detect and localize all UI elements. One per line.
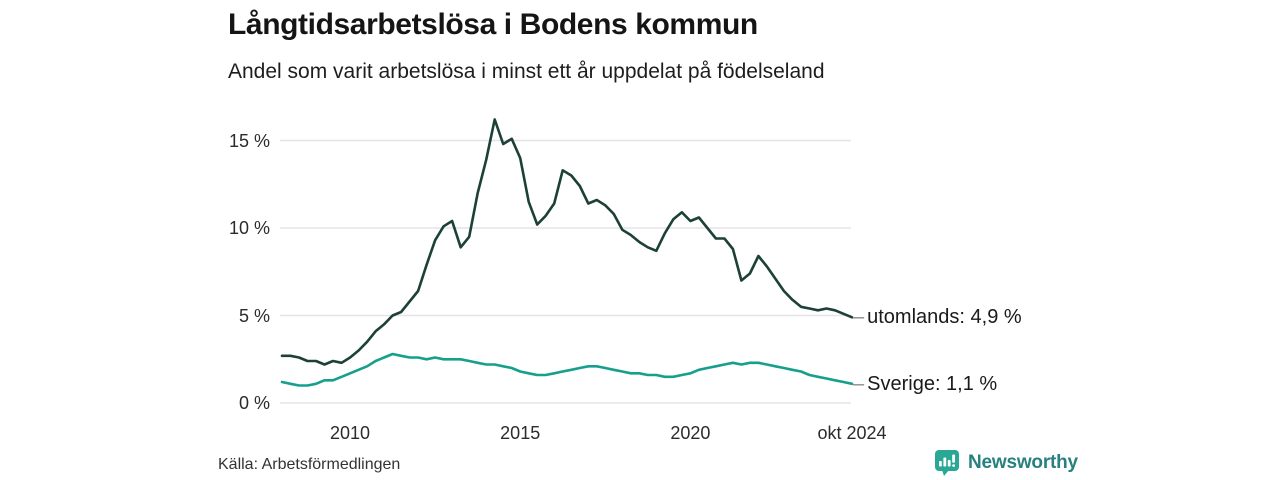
series-line-utomlands xyxy=(280,118,854,366)
chart-subtitle: Andel som varit arbetslösa i minst ett å… xyxy=(228,60,825,83)
label-connector-dash: – xyxy=(853,372,865,395)
y-axis-tick-10: 10 % xyxy=(228,218,270,238)
newsworthy-wordmark: Newsworthy xyxy=(968,452,1078,473)
newsworthy-logo[interactable]: Newsworthy xyxy=(934,449,1078,477)
newsworthy-icon xyxy=(935,450,959,476)
source-note: Källa: Arbetsförmedlingen xyxy=(218,456,401,473)
chart-title: Långtidsarbetslösa i Bodens kommun xyxy=(228,8,758,41)
series-label-utomlands-text: utomlands: 4,9 % xyxy=(867,306,1022,329)
x-axis-tick-2010: 2010 xyxy=(330,423,371,443)
y-axis-tick-5: 5 % xyxy=(238,305,270,326)
series-line-sverige xyxy=(280,352,854,387)
x-axis-tick-2020: 2020 xyxy=(670,423,711,443)
series-label-sverige-text: Sverige: 1,1 % xyxy=(867,372,998,395)
series-label-utomlands: – utomlands: 4,9 % xyxy=(853,304,1022,330)
series-label-sverige: – Sverige: 1,1 % xyxy=(853,371,997,397)
x-axis-tick-2015: 2015 xyxy=(500,423,541,443)
label-connector-dash: – xyxy=(853,306,865,329)
y-axis-tick-0: 0 % xyxy=(238,393,270,413)
x-axis-tick-okt-2024: okt 2024 xyxy=(817,423,887,443)
y-axis-tick-15: 15 % xyxy=(228,130,270,151)
